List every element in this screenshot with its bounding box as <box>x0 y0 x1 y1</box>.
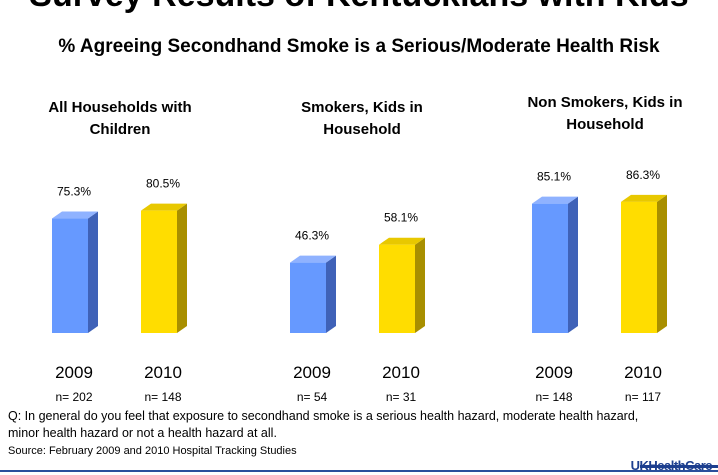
year-tick-label: 2009 <box>55 363 93 382</box>
year-tick-label: 2010 <box>144 363 182 382</box>
data-label: 85.1% <box>537 170 571 184</box>
data-label: 58.1% <box>384 211 418 225</box>
data-label: 86.3% <box>626 168 660 182</box>
sample-size-label: n= 202 <box>55 390 92 404</box>
bottom-rule <box>0 470 718 472</box>
bar-2-2010 <box>621 201 657 333</box>
data-label: 75.3% <box>57 185 91 199</box>
year-tick-label: 2010 <box>624 363 662 382</box>
bar-2-2009 <box>532 203 568 333</box>
sample-size-label: n= 31 <box>386 390 417 404</box>
bar-side <box>88 211 98 333</box>
year-tick-label: 2009 <box>293 363 331 382</box>
group-title-non-smokers: Non Smokers, Kids in Household <box>527 94 683 133</box>
survey-question: Q: In general do you feel that exposure … <box>8 409 639 440</box>
bar-side <box>415 237 425 333</box>
sample-size-label: n= 148 <box>144 390 181 404</box>
bar-top <box>290 255 336 263</box>
sample-size-label: n= 148 <box>535 390 572 404</box>
bar-top <box>379 237 425 245</box>
bar-side <box>568 196 578 333</box>
slide-title: Survey Results of Kentuckians with Kids <box>0 0 718 15</box>
year-tick-label: 2009 <box>535 363 573 382</box>
group-title-smokers: Smokers, Kids in Household <box>301 99 423 138</box>
group-title-all-households: All Households with Children <box>48 99 192 138</box>
bar-side <box>657 194 667 333</box>
logo-bar <box>640 465 718 468</box>
bar-side <box>177 203 187 333</box>
bar-0-2010 <box>141 210 177 333</box>
bar-1-2009 <box>290 262 326 333</box>
data-label: 80.5% <box>146 177 180 191</box>
bar-top <box>141 203 187 211</box>
bar-top <box>532 196 578 204</box>
sample-size-label: n= 54 <box>297 390 328 404</box>
bar-top <box>621 194 667 202</box>
bar-chart: 75.3% 2009 n= 202 80.5% 2010 n= 148 46.3% 2009 n… <box>52 168 667 404</box>
source-note: Source: February 2009 and 2010 Hospital … <box>8 445 297 457</box>
bar-side <box>326 255 336 333</box>
bar-0-2009 <box>52 218 88 333</box>
data-label: 46.3% <box>295 229 329 243</box>
year-tick-label: 2010 <box>382 363 420 382</box>
bar-top <box>52 211 98 219</box>
uk-healthcare-logo: UKHealthCare <box>630 458 713 473</box>
bar-1-2010 <box>379 244 415 333</box>
chart-subtitle: % Agreeing Secondhand Smoke is a Serious… <box>58 36 660 57</box>
sample-size-label: n= 117 <box>625 390 661 404</box>
